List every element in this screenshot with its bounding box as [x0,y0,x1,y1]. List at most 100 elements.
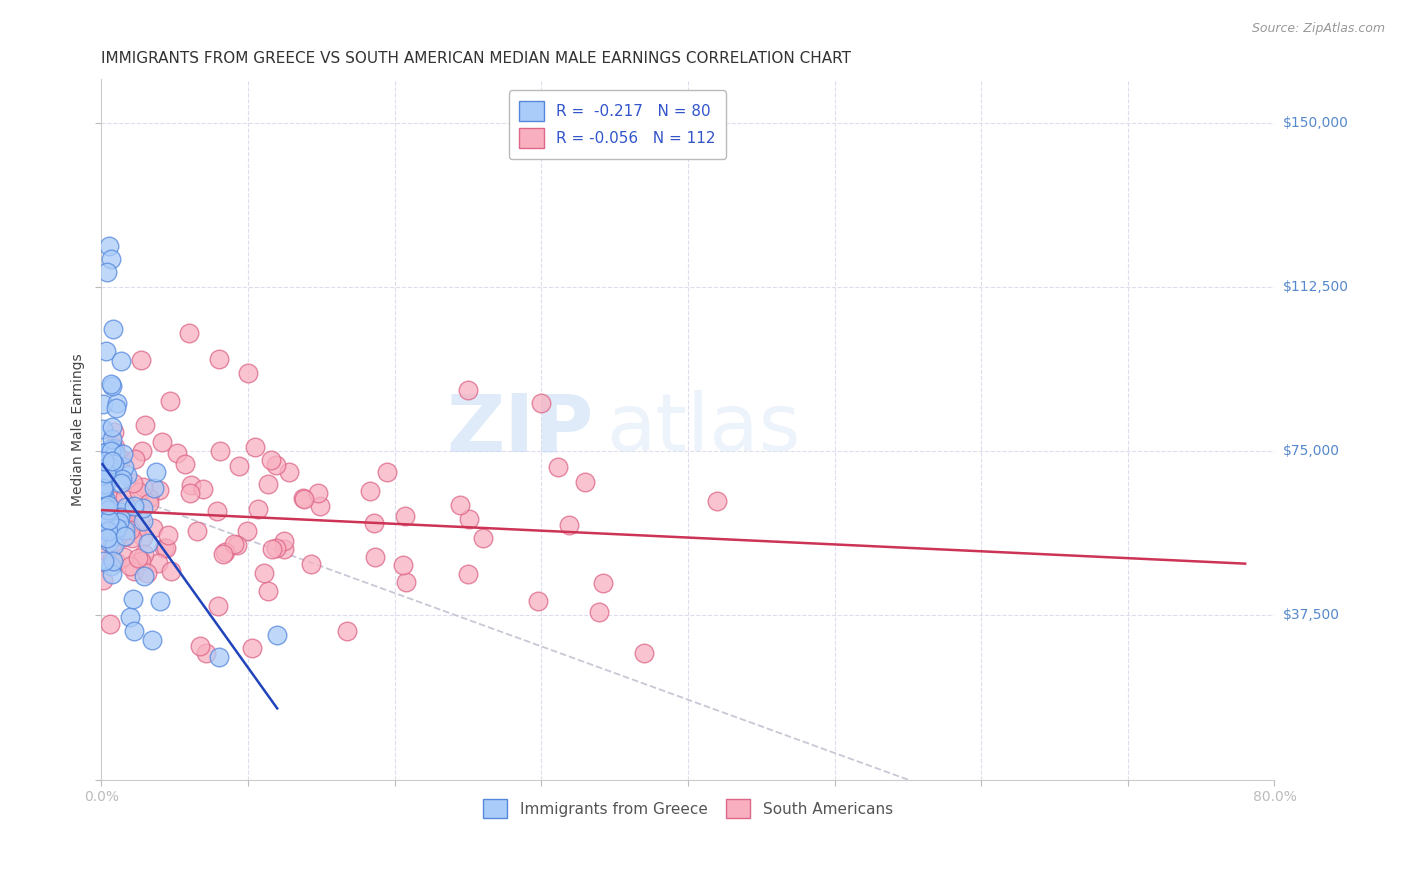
Point [101,454,124,468]
Point [96,475,118,490]
Point [91,485,114,500]
Point [112,460,135,475]
Point [105,401,128,415]
Point [132,514,155,528]
Point [98,464,121,478]
Point [101,566,124,581]
Point [273,533,295,548]
Point [93,553,115,567]
Point [299,558,322,572]
Text: $112,500: $112,500 [1282,280,1348,294]
Point [131,480,153,494]
Point [394,509,416,524]
Point [264,458,287,473]
Point [160,564,183,578]
Point [103,528,125,542]
Point [93,454,115,468]
Point [97,510,120,524]
Point [100,376,122,391]
Point [180,478,202,492]
Point [236,524,259,539]
Point [156,528,179,542]
Point [207,352,229,367]
Point [97,238,120,252]
Point [207,650,229,665]
Point [112,550,135,565]
Point [292,492,315,507]
Point [97,498,120,512]
Point [100,523,122,537]
Point [141,632,163,647]
Point [472,531,495,545]
Point [592,576,614,591]
Point [97,516,120,530]
Point [191,482,214,496]
Point [97,524,120,539]
Point [101,322,124,336]
Point [129,514,152,528]
Point [375,465,398,479]
Point [103,457,125,471]
Point [633,646,655,660]
Point [143,481,166,495]
Point [110,354,132,368]
Point [336,624,359,639]
Point [129,553,152,567]
Point [236,366,259,380]
Point [107,450,129,464]
Point [105,555,128,569]
Point [222,537,245,551]
Point [132,547,155,561]
Point [98,535,121,549]
Point [127,520,149,534]
Point [131,444,153,458]
Point [449,499,471,513]
Point [118,558,141,573]
Point [138,495,160,509]
Point [97,503,120,517]
Point [101,554,124,568]
Point [105,521,128,535]
Point [122,624,145,638]
Point [179,326,201,341]
Point [186,524,208,538]
Point [101,494,124,508]
Point [114,513,136,527]
Point [142,521,165,535]
Point [264,541,287,556]
Point [96,470,118,484]
Point [359,483,381,498]
Point [100,550,122,565]
Point [132,530,155,544]
Point [94,467,117,481]
Point [111,515,134,529]
Point [458,512,481,526]
Point [307,486,329,500]
Point [120,523,142,537]
Text: $150,000: $150,000 [1282,116,1348,130]
Point [111,447,134,461]
Point [91,421,114,435]
Point [100,252,122,266]
Point [278,465,301,479]
Point [124,452,146,467]
Point [104,440,127,454]
Point [100,444,122,458]
Point [214,545,236,559]
Point [114,529,136,543]
Point [98,458,121,473]
Point [291,491,314,505]
Point [91,397,114,411]
Point [118,609,141,624]
Point [111,472,134,486]
Point [132,569,155,583]
Point [129,353,152,368]
Point [150,434,173,449]
Point [527,594,550,608]
Point [101,432,124,446]
Point [103,425,125,440]
Point [174,457,197,471]
Point [100,513,122,527]
Point [148,483,170,497]
Point [94,445,117,459]
